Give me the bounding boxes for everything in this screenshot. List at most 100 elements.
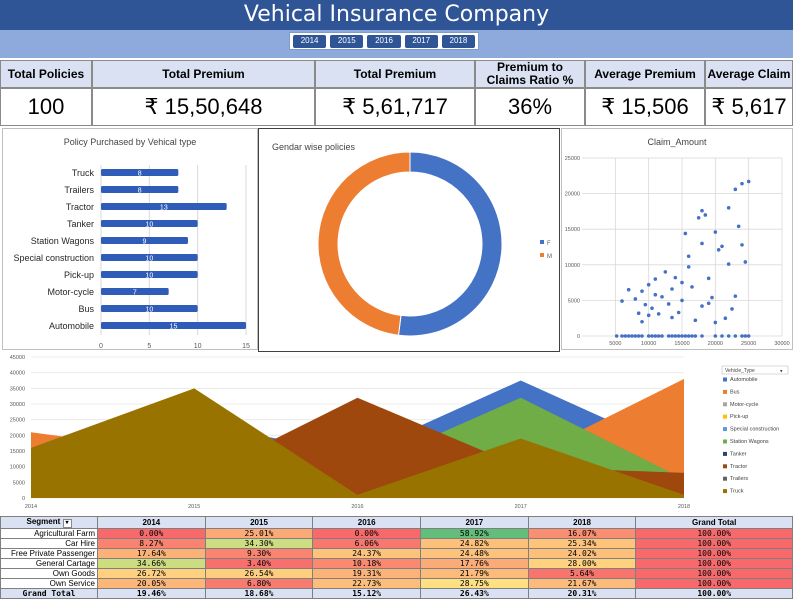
scatter-point (660, 334, 664, 338)
area-legend-swatch (723, 489, 727, 494)
bar-mark (101, 220, 198, 227)
scatter-point (626, 287, 631, 292)
year-header-2017: 2017 (420, 516, 529, 529)
bar-data-label: 9 (143, 239, 147, 246)
scatter-y-tick: 25000 (565, 156, 580, 162)
segment-value-cell: 100.00% (635, 558, 793, 569)
scatter-point (713, 334, 718, 338)
legend-filter-box (721, 365, 789, 375)
segment-name: Own Service (0, 578, 98, 589)
slicer-year-2016[interactable]: 2016 (367, 35, 401, 48)
table-row: Own Goods 26.72% 26.54% 19.31% 21.79% 5.64% 10… (0, 568, 793, 579)
segment-value-cell: 16.07% (527, 528, 637, 539)
slicer-year-2017[interactable]: 2017 (404, 35, 438, 48)
scatter-chart-panel[interactable]: Claim_Amount 0 5000 10000 15000 20000 25000 50… (561, 128, 793, 350)
scatter-point (670, 334, 674, 338)
scatter-x-tick: 10000 (641, 341, 656, 347)
area-chart-panel[interactable]: 0 5000 10000 15000 20000 25000 30000 35000 40000… (0, 352, 793, 515)
bar-data-label: 8 (138, 188, 142, 195)
bar-category-label: Truck (72, 168, 95, 178)
year-header-2016: 2016 (312, 516, 422, 529)
filter-dropdown-icon[interactable]: ▾ (62, 519, 72, 528)
scatter-point (723, 316, 728, 320)
scatter-point (700, 304, 704, 308)
area-legend-label: Trailers (730, 476, 748, 482)
scatter-point (673, 334, 678, 338)
segment-value-cell: 24.82% (420, 538, 529, 549)
area-y-tick: 40000 (10, 371, 25, 377)
scatter-point (693, 334, 698, 338)
segment-value-cell: 25.01% (204, 528, 314, 539)
slicer-year-2015[interactable]: 2015 (330, 35, 364, 48)
scatter-point (713, 230, 718, 234)
slicer-year-2014[interactable]: 2014 (293, 35, 327, 48)
scatter-point (633, 297, 638, 301)
scatter-y-tick: 10000 (565, 263, 580, 269)
area-y-tick: 30000 (10, 402, 25, 408)
segment-value-cell: 0.00% (312, 528, 422, 539)
segment-value-cell: 100.00% (635, 548, 793, 559)
year-header-2018: 2018 (527, 516, 637, 529)
scatter-point (623, 334, 628, 338)
scatter-point (703, 213, 708, 217)
segment-name: General Cartage (0, 558, 98, 569)
area-legend-label: Truck (730, 489, 744, 495)
scatter-point (656, 334, 661, 338)
scatter-point (710, 295, 714, 300)
kpi-label-total-premium: Total Premium (92, 60, 315, 88)
area-y-tick: 15000 (10, 449, 25, 455)
bar-data-label: 13 (160, 205, 168, 212)
bar-category-label: Bus (78, 304, 94, 314)
area-legend-swatch (723, 377, 727, 382)
bar-chart-panel[interactable]: Policy Purchased by Vehical type 0 5 10 15 T… (2, 128, 258, 350)
segment-name: Car Hire (0, 538, 98, 549)
segment-value-cell: 100.00% (635, 568, 793, 579)
scatter-point (716, 248, 721, 252)
scatter-point (660, 295, 664, 299)
bar-mark (101, 271, 198, 278)
area-legend-swatch (723, 427, 727, 432)
scatter-point (680, 280, 684, 285)
area-legend-label: Bus (730, 389, 740, 395)
segment-header-cell[interactable]: Segment ▾ (0, 516, 98, 529)
bar-mark (101, 169, 179, 176)
scatter-y-tick: 5000 (568, 298, 580, 304)
scatter-chart: 0 5000 10000 15000 20000 25000 5000 10000 15000 2… (565, 156, 790, 347)
scatter-point (640, 289, 644, 293)
scatter-point (640, 334, 644, 338)
scatter-y-tick: 15000 (565, 227, 580, 233)
slicer-year-2018[interactable]: 2018 (441, 35, 476, 48)
scatter-point (614, 334, 619, 338)
scatter-point (700, 241, 704, 246)
scatter-point (683, 334, 688, 338)
scatter-point (706, 276, 711, 281)
segment-value-cell: 17.76% (420, 558, 529, 569)
donut-chart: FM (317, 151, 552, 337)
bar-x-tick: 15 (242, 343, 250, 349)
scatter-x-tick: 5000 (609, 341, 621, 347)
segment-value-cell: 0.00% (97, 528, 206, 539)
scatter-point (646, 313, 651, 318)
segment-value-cell: 10.18% (312, 558, 422, 569)
bar-data-label: 15 (170, 324, 178, 331)
donut-legend-swatch (540, 253, 544, 257)
segment-value-cell: 24.02% (527, 548, 637, 559)
kpi-value-average-claim: ₹ 5,617 (705, 88, 793, 126)
scatter-point (686, 254, 691, 259)
segment-value-cell: 5.64% (527, 568, 637, 579)
scatter-point (670, 315, 674, 320)
scatter-point (706, 301, 711, 306)
segment-value-cell: 21.79% (420, 568, 529, 579)
table-row: General Cartage 34.66% 3.40% 10.18% 17.76% 28… (0, 558, 793, 569)
donut-slice-M (317, 151, 411, 336)
scatter-point (690, 334, 694, 338)
scatter-point (733, 294, 738, 298)
scatter-chart-title: Claim_Amount (647, 137, 707, 147)
segment-value-cell: 9.30% (204, 548, 314, 559)
bar-category-label: Trailers (64, 185, 94, 195)
grand-total-cell: 100.00% (635, 588, 793, 599)
scatter-point (726, 206, 731, 210)
scatter-point (670, 287, 674, 291)
donut-chart-title: Gendar wise policies (272, 142, 356, 152)
